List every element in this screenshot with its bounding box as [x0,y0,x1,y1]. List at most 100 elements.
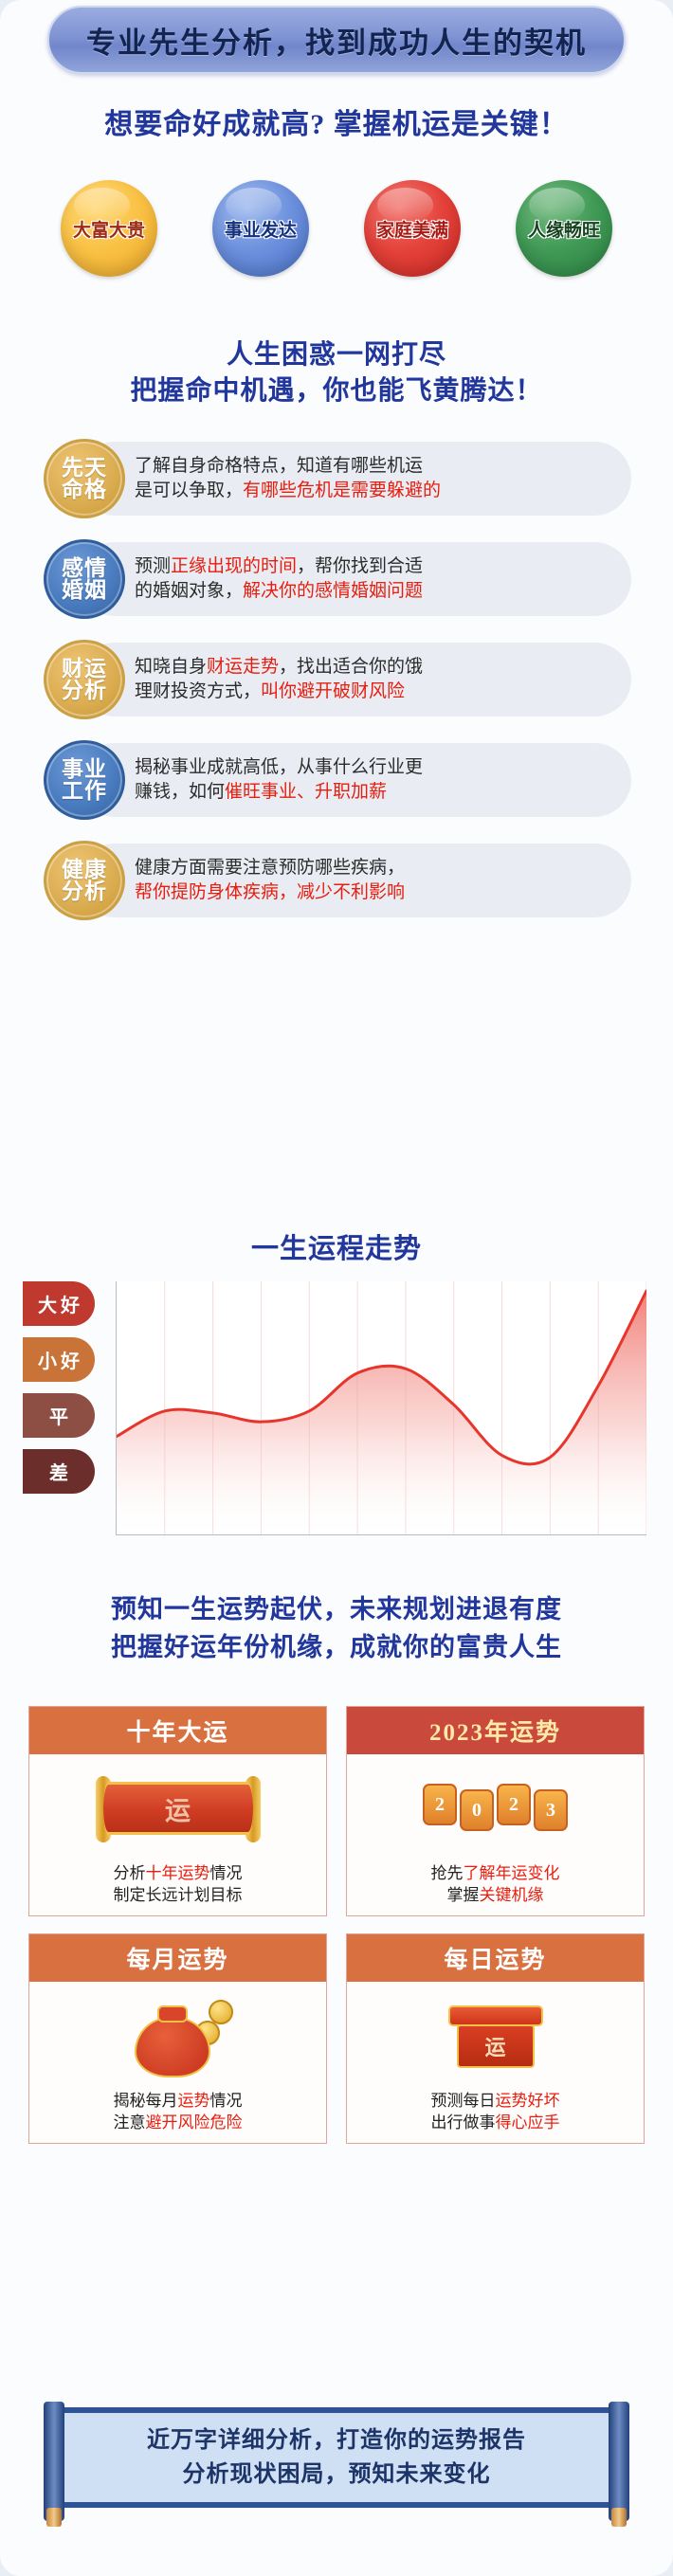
feature-text: 健康方面需要注意预防哪些疾病， 帮你提防身体疾病，减少不利影响 [135,856,618,905]
feature-badge-bottom: 工作 [62,779,107,803]
feature-line2-highlight: 叫你避开破财风险 [261,681,406,701]
card-desc-line1-highlight: 运势好坏 [495,2092,560,2110]
benefit-circle-relations[interactable]: 人缘畅旺 [516,180,612,277]
chart-title: 一生运程走势 [250,1234,422,1264]
feature-line1-tail: ，帮你找到合适 [297,556,424,576]
chart-y-tick-great: 大好 [23,1281,95,1326]
year-tile: 2 [497,1784,531,1825]
product-cards: 十年大运 运 分析十年运势情况 制定长远计划目标 2023年运势 [28,1706,645,2144]
feature-line1-tail: ，找出适合你的饿 [279,657,424,677]
chart-y-tick-average: 平 [23,1393,95,1438]
benefit-circle-family[interactable]: 家庭美满 [364,180,461,277]
card-header: 2023年运势 [347,1707,644,1754]
card-desc-line2: 出行做事 [430,2113,496,2132]
tiger-tiles-icon: 2 0 2 3 [423,1784,568,1831]
card-daily-fortune[interactable]: 每日运势 运 预测每日运势好坏 出行做事得心应手 [346,1933,645,2144]
card-year-2023-fortune[interactable]: 2023年运势 2 0 2 3 抢先了解年运变化 掌握关键机缘 [346,1706,645,1916]
card-monthly-fortune[interactable]: 每月运势 揭秘每月运势情况 注意避开风险危险 [28,1933,327,2144]
feature-line1: 预测 [135,556,172,576]
feature-bubble [78,844,631,917]
chart-line [117,1289,646,1466]
chart-svg [117,1281,646,1534]
feature-badge: 先天 命格 [44,439,125,518]
feature-text: 揭秘事业成就高低，从事什么行业更 赚钱，如何催旺事业、升职加薪 [135,755,618,805]
card-decade-fortune[interactable]: 十年大运 运 分析十年运势情况 制定长远计划目标 [28,1706,327,1916]
card-desc-line2-highlight: 关键机缘 [479,1886,544,1904]
card-desc-line2-highlight: 得心应手 [495,2113,560,2132]
card-desc-line2: 掌握 [446,1886,480,1904]
feature-text: 了解自身命格特点，知道有哪些机运 是可以争取，有哪些危机是需要躲避的 [135,454,618,503]
box-lid [447,2005,543,2026]
banner-line1: 近万字详细分析，打造你的运势报告 [147,2428,526,2453]
feature-row-wealth[interactable]: 财运 分析 知晓自身财运走势，找出适合你的饿 理财投资方式，叫你避开破财风险 [44,640,631,719]
feature-line2: 的婚姻对象， [135,581,244,601]
feature-line1: 健康方面需要注意预防哪些疾病， [135,858,406,878]
year-tile: 0 [460,1789,494,1831]
feature-row-marriage[interactable]: 感情 婚姻 预测正缘出现的时间，帮你找到合适 的婚姻对象，解决你的感情婚姻问题 [44,539,631,619]
scroll-sheet: 运 [102,1782,253,1835]
bottom-banner[interactable]: 近万字详细分析，打造你的运势报告 分析现状困局，预知未来变化 [28,2402,645,2527]
feature-badge-top: 先天 [62,455,107,480]
header-subtitle: 想要命好成就高? 掌握机运是关键！ [104,109,569,140]
card-desc-line1: 揭秘每月 [113,2092,178,2110]
feature-badge: 事业 工作 [44,740,125,820]
card-desc-line1-tail: 情况 [209,2092,243,2110]
card-description: 抢先了解年运变化 掌握关键机缘 [347,1862,644,1915]
benefit-circle-label: 事业发达 [224,220,297,241]
benefit-circle-label: 人缘畅旺 [527,220,600,241]
bag-neck [156,2005,188,2023]
feature-line1: 了解自身命格特点，知道有哪些机运 [135,456,424,476]
header-pill[interactable]: 专业先生分析，找到成功人生的契机 [47,6,626,74]
card-desc-line1-highlight: 了解年运变化 [463,1864,560,1882]
feature-row-health[interactable]: 健康 分析 健康方面需要注意预防哪些疾病， 帮你提防身体疾病，减少不利影响 [44,841,631,920]
chart-area-fill [117,1291,646,1534]
feature-badge: 健康 分析 [44,841,125,920]
feature-line1: 揭秘事业成就高低，从事什么行业更 [135,757,424,777]
card-title: 十年大运 [126,1720,229,1746]
chart-y-tick-good: 小好 [23,1337,95,1382]
banner-panel: 近万字详细分析，打造你的运势报告 分析现状困局，预知未来变化 [55,2407,618,2508]
card-desc-line2: 注意 [113,2113,146,2132]
feature-badge: 感情 婚姻 [44,539,125,619]
section-heading-line4: 把握好运年份机缘，成就你的富贵人生 [111,1633,562,1661]
feature-line1-highlight: 财运走势 [207,657,280,677]
feature-badge-bottom: 分析 [62,880,107,903]
card-art: 运 [347,1982,644,2090]
card-description: 揭秘每月运势情况 注意避开风险危险 [29,2090,326,2143]
card-title: 每日运势 [444,1948,547,1973]
bag-body [134,2017,210,2077]
chart-y-axis-tabs: 大好 小好 平 差 [23,1281,95,1505]
feature-row-destiny[interactable]: 先天 命格 了解自身命格特点，知道有哪些机运 是可以争取，有哪些危机是需要躲避的 [44,439,631,518]
feature-bubble [78,643,631,717]
year-tile: 2 [423,1784,457,1825]
card-title: 每月运势 [126,1948,229,1973]
banner-cap-right [611,2508,627,2527]
year-tile: 3 [534,1789,568,1831]
card-title: 2023年运势 [428,1720,561,1746]
feature-badge-bottom: 分析 [62,679,107,702]
feature-line2-highlight: 催旺事业、升职加薪 [225,782,388,802]
card-art [29,1982,326,2090]
feature-line2: 理财投资方式， [135,681,262,701]
banner-cap-left [46,2508,62,2527]
feature-line2-highlight: 有哪些危机是需要躲避的 [243,481,442,500]
feature-line2: 赚钱，如何 [135,782,226,802]
benefit-circle-wealth[interactable]: 大富大贵 [61,180,157,277]
feature-line2-highlight: 帮你提防身体疾病，减少不利影响 [135,882,406,902]
feature-bubble [78,743,631,817]
card-desc-line1-tail: 情况 [209,1864,243,1882]
benefit-circles: 大富大贵 事业发达 家庭美满 人缘畅旺 [0,180,673,279]
benefit-circle-label: 家庭美满 [375,220,448,241]
benefit-circle-career[interactable]: 事业发达 [212,180,309,277]
feature-row-career[interactable]: 事业 工作 揭秘事业成就高低，从事什么行业更 赚钱，如何催旺事业、升职加薪 [44,740,631,820]
header-pill-label: 专业先生分析，找到成功人生的契机 [86,26,587,60]
card-desc-line2: 制定长远计划目标 [113,1886,243,1904]
feature-badge-bottom: 婚姻 [62,578,107,602]
box-char: 运 [484,2036,506,2059]
card-description: 分析十年运势情况 制定长远计划目标 [29,1862,326,1915]
gift-box-icon: 运 [444,2000,548,2076]
feature-text: 预测正缘出现的时间，帮你找到合适 的婚姻对象，解决你的感情婚姻问题 [135,554,618,604]
card-desc-line1: 预测每日 [430,2092,496,2110]
card-art: 2 0 2 3 [347,1754,644,1862]
card-header: 每月运势 [29,1934,326,1982]
